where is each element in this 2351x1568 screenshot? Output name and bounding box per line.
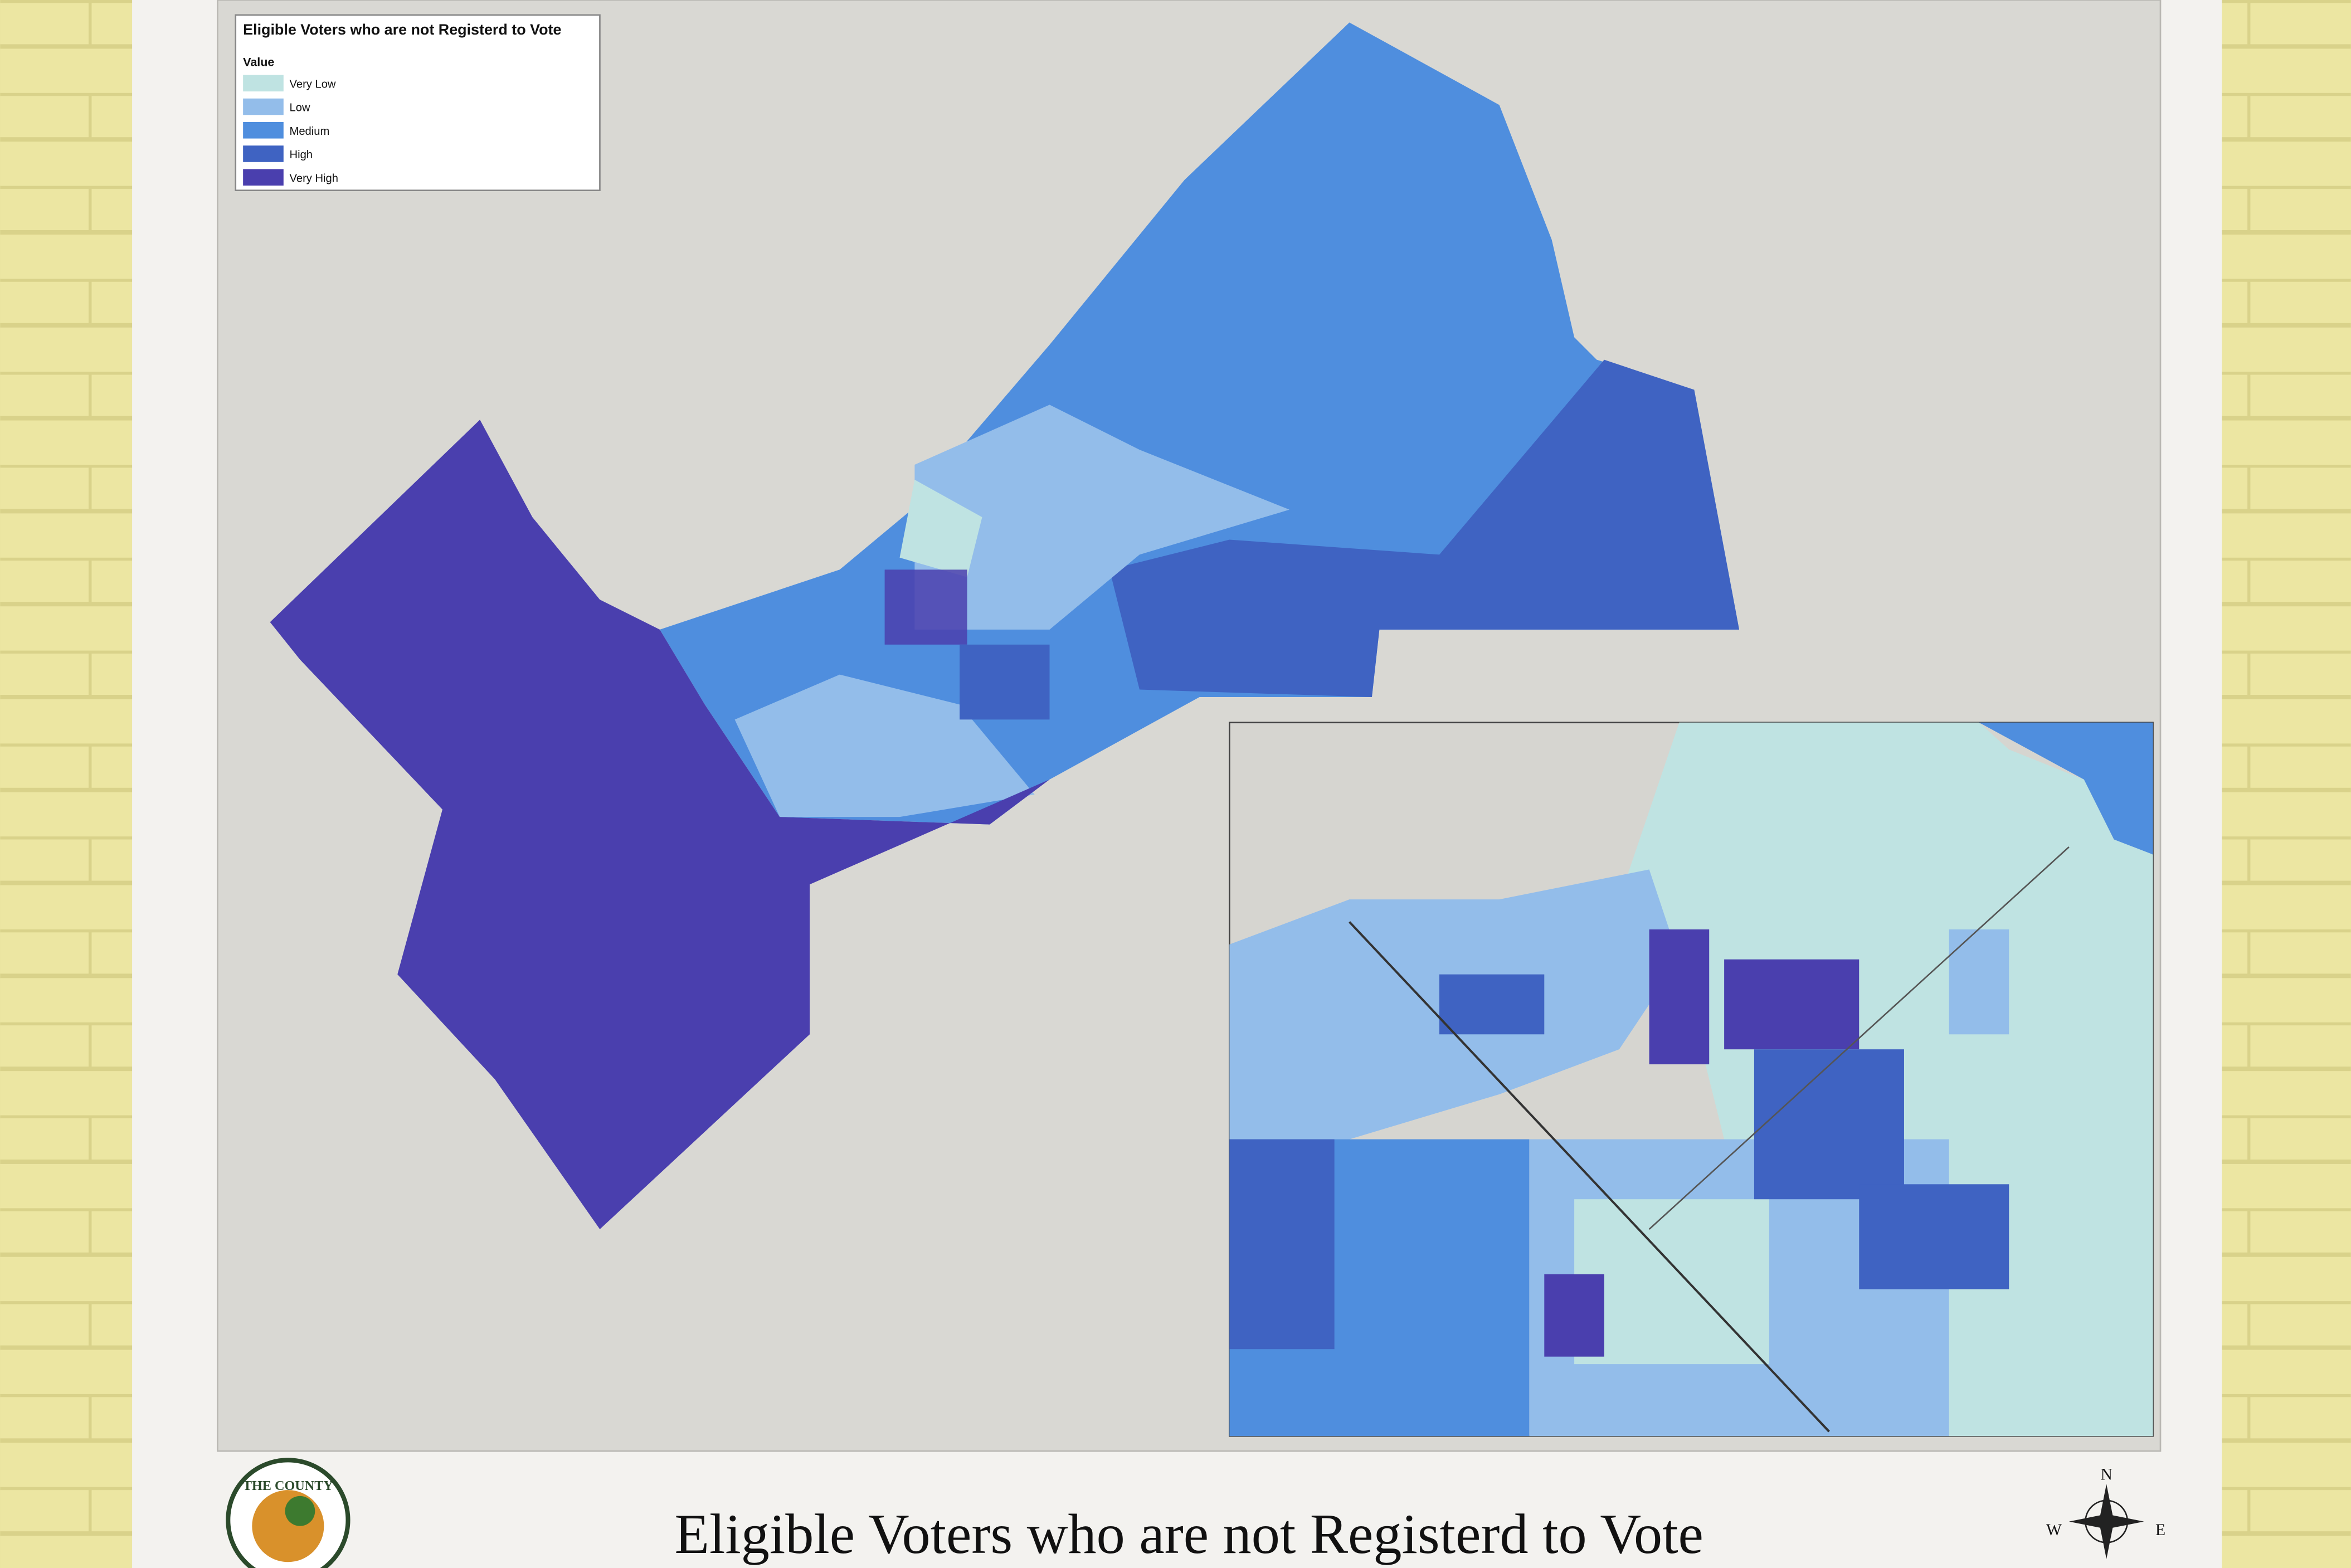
logo-tree	[285, 1496, 315, 1526]
region	[914, 405, 1289, 630]
compass: N W E	[2046, 1465, 2165, 1559]
legend-label: Very Low	[290, 78, 336, 90]
region	[1574, 1199, 1769, 1365]
region	[1109, 359, 1740, 697]
compass-n: N	[2100, 1465, 2112, 1483]
county-map	[270, 22, 1740, 1230]
region	[1649, 929, 1710, 1065]
compass-we	[2068, 1514, 2144, 1530]
region	[1439, 974, 1545, 1035]
region	[1949, 929, 2009, 1035]
legend-swatch	[243, 145, 284, 162]
region	[1754, 1049, 1904, 1200]
legend-box	[235, 14, 601, 192]
compass-e: E	[2155, 1521, 2165, 1539]
legend-swatch	[243, 121, 284, 139]
inset-map	[1229, 722, 2154, 1437]
legend: Eligible Voters who are not Registerd to…	[235, 14, 601, 192]
region	[899, 479, 982, 577]
railroad	[1349, 921, 1830, 1433]
legend-swatch	[243, 169, 284, 186]
region	[1229, 1139, 1335, 1350]
region	[884, 569, 967, 645]
legend-label: Medium	[290, 125, 330, 138]
region	[1979, 722, 2153, 855]
region	[1859, 1184, 2009, 1289]
logo: THE COUNTY	[226, 1458, 351, 1568]
legend-label: Low	[290, 102, 310, 114]
legend-swatch	[243, 98, 284, 115]
logo-inner	[252, 1490, 324, 1562]
region	[270, 420, 1050, 1230]
legend-title: Eligible Voters who are not Registerd to…	[243, 21, 561, 38]
legend-swatch	[243, 75, 284, 92]
compass-ring	[2085, 1499, 2129, 1543]
logo-text: THE COUNTY	[243, 1478, 334, 1493]
legend-label: Very High	[290, 172, 338, 184]
region	[1724, 959, 1860, 1050]
compass-w: W	[2046, 1521, 2062, 1539]
region	[1544, 1274, 1604, 1357]
poster-title: Eligible Voters who are not Registerd to…	[675, 1503, 1703, 1566]
legend-items: Very Low Low Medium High Very High	[243, 75, 338, 186]
legend-label: High	[290, 149, 313, 161]
legend-heading: Value	[243, 55, 274, 69]
highway	[1648, 846, 2070, 1230]
region	[960, 644, 1050, 720]
